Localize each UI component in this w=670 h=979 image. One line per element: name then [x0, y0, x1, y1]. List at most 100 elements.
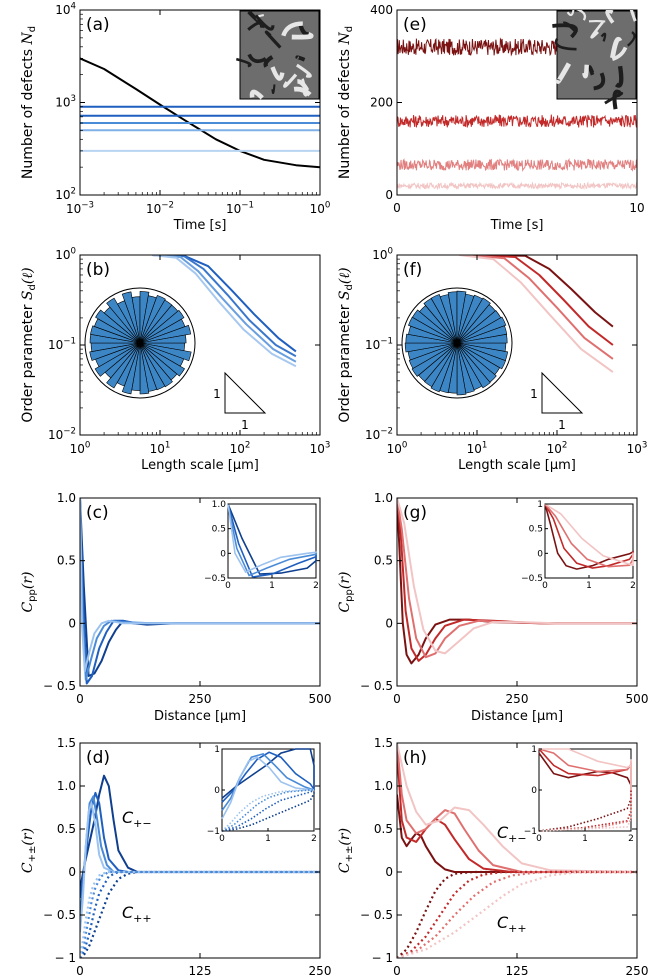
y-tick-label: 100: [55, 247, 76, 262]
inset: 0 1 2−101: [524, 745, 634, 844]
inset-series-line: [544, 503, 634, 567]
x-tick-label: 101: [150, 441, 171, 456]
polar-histogram-bar: [411, 309, 458, 344]
texture-stroke: [270, 66, 285, 81]
y-tick-label: 1.5: [374, 736, 393, 750]
polar-histogram-bar: [106, 342, 141, 389]
texture-stroke: [600, 32, 607, 42]
series-line: [397, 794, 637, 873]
x-tick-label: 250: [189, 692, 212, 706]
inset-y-tick-label: 0: [220, 549, 226, 559]
slope-label: 1: [558, 418, 566, 432]
slope-triangle: [224, 371, 267, 414]
inset-x-tick-label: 2: [311, 834, 317, 844]
texture-stroke: [283, 73, 298, 88]
texture-stroke: [611, 46, 628, 62]
x-tick-label: 103: [627, 441, 648, 456]
polar-histogram-bar: [408, 342, 458, 369]
inset-frame: [221, 748, 315, 832]
series-line: [397, 743, 637, 873]
x-tick-label: 10−1: [226, 201, 254, 216]
y-tick-label: − 1: [371, 951, 393, 965]
y-tick-label: − 0.5: [360, 908, 393, 922]
y-tick-label: 104: [55, 2, 76, 17]
polar-histogram-bar: [139, 324, 192, 344]
polar-histogram-bar: [121, 291, 141, 344]
series-line: [459, 255, 614, 373]
inset-series-line: [221, 789, 315, 832]
y-tick-label: 1.0: [57, 491, 76, 505]
inset-y-tick-label: 1: [214, 745, 220, 755]
polar-histogram-bar: [404, 342, 458, 353]
y-tick-label: 400: [370, 3, 393, 17]
texture-stroke: [555, 62, 572, 84]
texture-stroke: [566, 10, 575, 17]
polar-histogram-bar: [139, 334, 187, 344]
x-tick-label: 250: [626, 964, 649, 978]
texture-stroke: [281, 21, 303, 37]
x-tick-label: 100: [70, 441, 91, 456]
series-line: [397, 181, 637, 191]
inset-x-tick-label: 1: [265, 834, 271, 844]
plot-area: [80, 498, 320, 685]
y-axis-label: Number of defects Nd: [20, 26, 38, 179]
polar-histogram-bar: [430, 294, 458, 344]
slope-label: 1: [213, 387, 221, 401]
inset-series-line: [538, 790, 632, 832]
inset-y-tick-label: 0: [214, 786, 220, 796]
series-line: [397, 870, 637, 958]
x-tick-label: 125: [506, 964, 529, 978]
inset-series-line: [538, 790, 632, 832]
panel-f: 100 101 102 103 10−2 10−1 100 Length scale [μm]…: [337, 247, 647, 473]
polar-histogram-frame: [84, 287, 196, 399]
y-tick-label: 100: [372, 247, 393, 262]
inset-series-line: [221, 751, 315, 803]
texture-stroke: [627, 31, 636, 47]
series-line: [152, 255, 297, 368]
polar-histogram-bar: [456, 333, 508, 344]
texture-stroke: [590, 21, 605, 39]
inset-frame: [538, 748, 632, 832]
texture-stroke: [554, 38, 577, 51]
x-tick-label: 0: [393, 964, 401, 978]
x-tick-label: 0: [393, 692, 401, 706]
inset-y-tick-label: 0.5: [529, 525, 543, 535]
inset-x-tick-label: 1: [582, 834, 588, 844]
slope-triangle: [541, 371, 584, 414]
x-tick-label: 100: [387, 441, 408, 456]
inset-series-line: [544, 503, 634, 569]
series-line: [80, 870, 320, 958]
y-tick-label: 200: [370, 96, 393, 110]
y-tick-label: 10−2: [48, 427, 76, 442]
texture-stroke: [605, 10, 615, 24]
x-axis-label: Time [s]: [173, 218, 227, 233]
inset-y-tick-label: 1.0: [212, 500, 227, 510]
x-tick-label: 0: [76, 964, 84, 978]
y-tick-label: 1.0: [374, 779, 393, 793]
x-tick-label: 500: [626, 692, 649, 706]
panel-label: (a): [86, 15, 110, 35]
series-line: [397, 870, 637, 958]
plot-area: [152, 255, 297, 368]
polar-histogram-bar: [139, 342, 186, 377]
polar-histogram-bar: [139, 309, 185, 344]
texture-stroke: [612, 89, 622, 110]
x-tick-label: 0: [76, 692, 84, 706]
x-tick-label: 10−3: [66, 201, 94, 216]
plot-area: [397, 498, 637, 665]
polar-histogram-bar: [456, 325, 508, 344]
inset-x-tick-label: 0: [542, 581, 548, 591]
texture-stroke: [264, 30, 282, 49]
inset-x-tick-label: 1: [269, 581, 275, 591]
series-line: [152, 255, 297, 358]
inset: 0 1 2−101: [207, 745, 317, 844]
texture-stroke: [629, 10, 637, 22]
texture-stroke: [247, 21, 264, 31]
texture-stroke: [582, 64, 589, 79]
inset-x-tick-label: 0: [536, 834, 542, 844]
inset-series-line: [221, 789, 314, 832]
inset-x-tick-label: 0: [225, 581, 231, 591]
y-tick-label: 0: [385, 188, 393, 202]
